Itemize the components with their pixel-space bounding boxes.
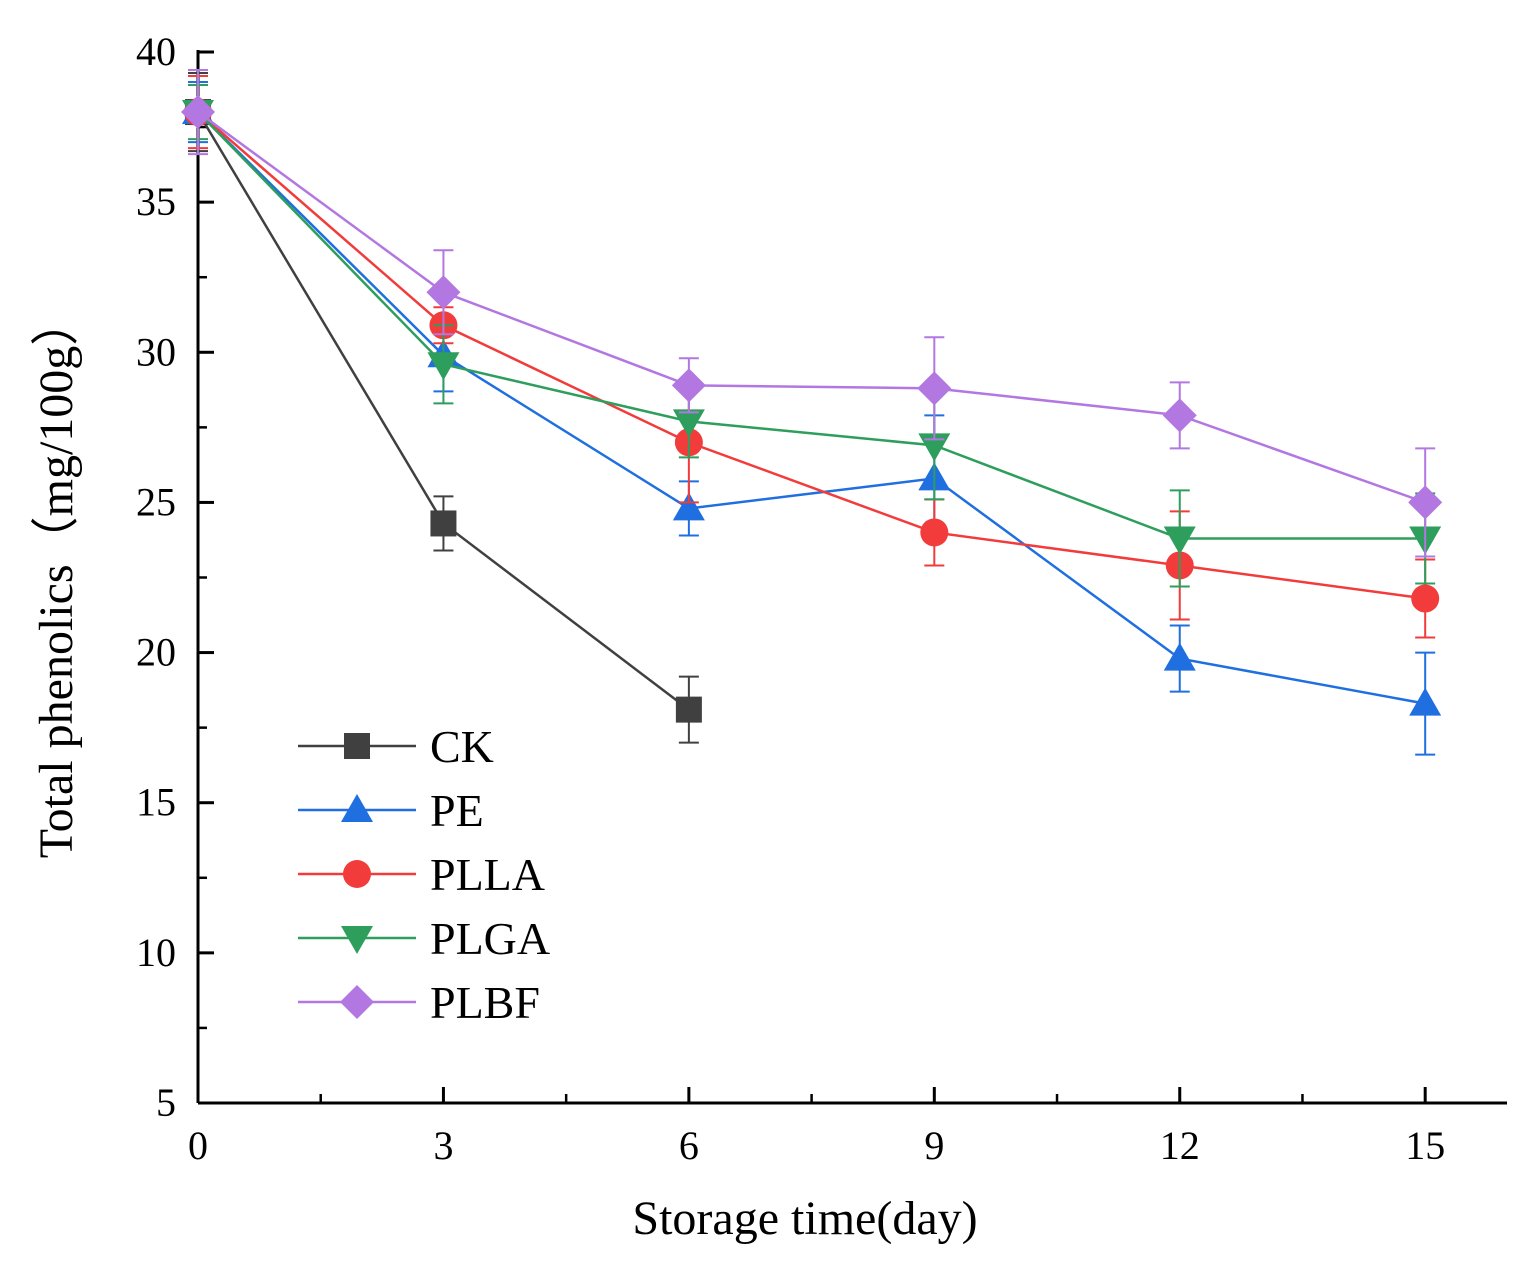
y-tick-label: 20 — [136, 630, 176, 675]
data-point-plla — [920, 518, 949, 547]
series-plga — [182, 84, 1442, 588]
data-point-plga — [427, 352, 460, 381]
legend-label-ck: CK — [430, 721, 494, 772]
data-point-plbf — [426, 275, 461, 310]
y-tick-label: 40 — [136, 29, 176, 74]
data-point-plga — [672, 409, 705, 438]
data-point-plbf — [1162, 398, 1197, 433]
y-axis-title: Total phenolics（mg/100g） — [30, 298, 83, 859]
series-line-plbf — [197, 111, 1426, 504]
series-plbf — [181, 69, 1443, 558]
legend-label-pe: PE — [430, 785, 484, 836]
y-tick-label: 5 — [156, 1080, 176, 1125]
legend-marker-ck — [344, 733, 370, 759]
series-plla — [184, 75, 1440, 639]
y-tick-label: 10 — [136, 930, 176, 975]
legend-item-pe: PE — [298, 785, 484, 836]
data-point-plbf — [181, 95, 215, 130]
data-point-plga — [1163, 526, 1196, 555]
data-point-ck — [430, 510, 457, 537]
series-layer — [181, 69, 1443, 756]
data-point-pe — [672, 492, 705, 521]
legend-item-ck: CK — [298, 721, 494, 772]
x-axis-title: Storage time(day) — [632, 1192, 977, 1245]
series-line-plla — [197, 111, 1426, 600]
legend-marker-plla — [343, 860, 371, 888]
legend-item-plbf: PLBF — [298, 977, 540, 1028]
legend-item-plga: PLGA — [298, 913, 550, 964]
x-tick-label: 6 — [679, 1123, 699, 1168]
y-tick-label: 15 — [136, 780, 176, 825]
legend-marker-plbf — [340, 985, 374, 1019]
series-pe — [182, 81, 1442, 756]
legend-marker-plga — [341, 926, 373, 954]
legend-item-plla: PLLA — [298, 849, 545, 900]
x-tick-label: 3 — [433, 1123, 453, 1168]
series-ck — [185, 72, 702, 744]
data-point-plbf — [917, 371, 952, 406]
data-point-plla — [1411, 584, 1440, 613]
y-tick-label: 35 — [136, 179, 176, 224]
legend: CK PE PLLA PLGA PLBF — [298, 721, 550, 1028]
axes: 5 10 15 20 25 30 35 40 0 3 6 9 12 15 — [136, 29, 1507, 1168]
x-tick-label: 12 — [1160, 1123, 1200, 1168]
x-tick-label: 15 — [1405, 1123, 1445, 1168]
data-point-pe — [1409, 687, 1442, 716]
legend-label-plla: PLLA — [430, 849, 545, 900]
data-point-ck — [675, 696, 702, 723]
data-point-plbf — [1408, 485, 1443, 520]
series-line-pe — [197, 111, 1426, 705]
y-tick-label: 25 — [136, 479, 176, 524]
data-point-plga — [918, 433, 951, 462]
legend-marker-pe — [341, 794, 373, 822]
data-point-plbf — [671, 368, 706, 403]
series-line-plga — [197, 111, 1426, 540]
x-tick-label: 9 — [924, 1123, 944, 1168]
x-tick-label: 0 — [188, 1123, 208, 1168]
legend-label-plga: PLGA — [430, 913, 550, 964]
series-line-ck — [196, 111, 690, 711]
legend-label-plbf: PLBF — [430, 977, 540, 1028]
data-point-pe — [1163, 642, 1196, 671]
y-tick-label: 30 — [136, 329, 176, 374]
